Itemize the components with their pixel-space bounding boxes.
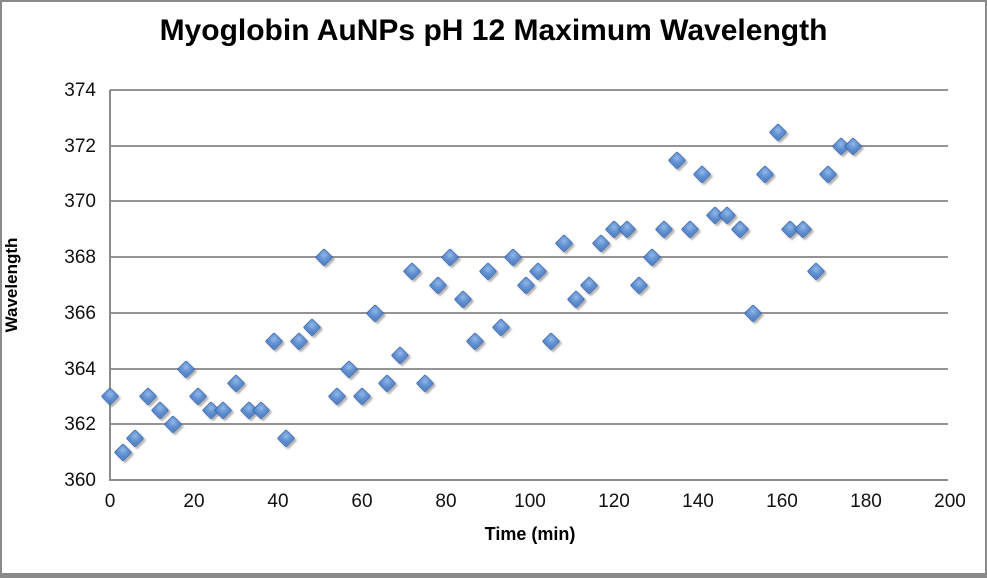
y-gridline [110,256,948,259]
y-gridline [110,311,948,314]
data-point-marker [693,164,712,183]
data-point-marker [504,248,523,266]
data-point-marker [214,401,233,420]
data-point-marker [529,262,548,280]
data-point-marker [416,373,434,392]
data-point-marker [567,290,586,308]
data-point-marker [365,304,384,322]
data-point-marker [264,331,283,350]
data-point-marker [403,262,422,280]
x-tick-label: 60 [351,491,373,512]
y-axis-line [109,90,111,481]
y-tick-label: 370 [64,191,96,213]
y-tick-label: 362 [64,414,96,436]
data-point-marker [768,122,787,141]
data-point-marker [743,304,762,322]
x-tick-label: 20 [183,491,205,512]
data-point-marker [542,331,560,350]
data-point-marker [353,387,371,406]
data-point-marker [138,387,157,406]
data-point-marker [126,429,145,448]
y-tick-label: 366 [64,302,96,324]
x-tick-label: 40 [267,491,289,512]
data-point-marker [466,331,485,350]
data-point-marker [164,415,182,434]
data-point-marker [592,234,611,253]
data-point-marker [642,248,661,266]
data-point-marker [189,387,208,406]
data-point-marker [453,290,472,308]
data-point-marker [491,317,510,336]
x-tick-label: 140 [682,491,714,512]
data-point-marker [441,248,460,266]
data-point-marker [554,234,573,253]
data-point-marker [668,150,686,169]
y-gridline [110,144,948,147]
y-tick-label: 374 [64,80,96,101]
data-point-marker [516,276,535,294]
y-tick-label: 372 [64,135,96,157]
data-point-marker [428,276,447,294]
data-point-marker [340,359,359,378]
x-tick-label: 80 [435,491,457,512]
data-point-marker [290,331,308,350]
data-point-marker [277,429,296,448]
chart-title: Myoglobin AuNPs pH 12 Maximum Wavelength [159,14,828,47]
x-tick-label: 120 [598,491,630,512]
data-point-marker [680,220,699,239]
y-tick-label: 360 [64,470,96,491]
y-gridline [110,423,948,426]
data-point-marker [327,387,346,406]
data-point-marker [794,220,812,239]
data-point-marker [302,317,321,336]
x-tick-label: 180 [850,491,882,512]
data-point-marker [378,373,397,392]
y-gridline [110,367,948,370]
data-point-marker [731,220,749,239]
x-tick-label: 200 [934,491,966,512]
data-point-marker [844,136,863,155]
data-point-marker [151,401,170,420]
data-point-marker [252,401,271,420]
data-point-marker [806,262,825,280]
x-axis-title: Time (min) [484,524,576,544]
x-tick-label: 160 [766,491,798,512]
data-point-marker [655,220,674,239]
y-gridline [110,200,948,203]
data-point-marker [479,262,497,280]
data-point-marker [579,276,598,294]
data-point-marker [176,359,195,378]
y-gridline [110,89,948,91]
data-point-marker [227,373,245,392]
y-axis-title: Wavelength [2,237,21,333]
data-point-marker [113,443,132,461]
y-tick-label: 364 [64,358,96,380]
data-point-marker [718,206,737,225]
y-tick-label: 368 [64,247,96,269]
data-point-marker [756,164,775,183]
data-point-marker [630,276,649,294]
data-point-marker [390,345,409,364]
x-tick-label: 100 [514,491,546,512]
x-axis-line [109,479,948,481]
data-point-marker [315,248,334,266]
data-point-marker [617,220,636,239]
x-tick-label: 0 [104,491,116,512]
data-point-marker [101,387,119,406]
data-point-marker [819,164,838,183]
